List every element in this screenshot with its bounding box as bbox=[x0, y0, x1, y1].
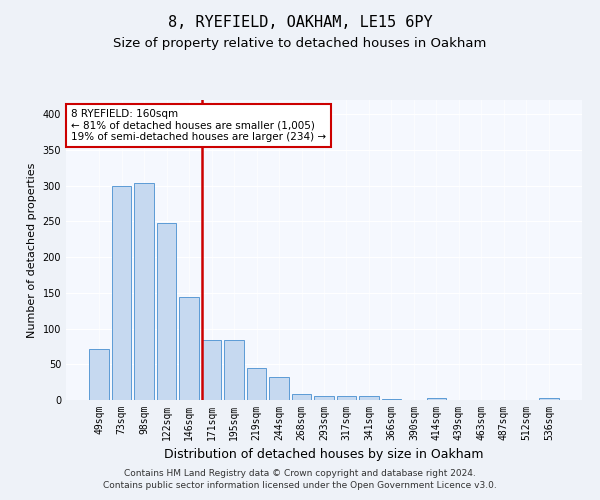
Text: Contains HM Land Registry data © Crown copyright and database right 2024.
Contai: Contains HM Land Registry data © Crown c… bbox=[103, 468, 497, 490]
X-axis label: Distribution of detached houses by size in Oakham: Distribution of detached houses by size … bbox=[164, 448, 484, 462]
Bar bbox=[89, 348, 109, 400]
Text: 8 RYEFIELD: 160sqm
← 81% of detached houses are smaller (1,005)
19% of semi-deta: 8 RYEFIELD: 160sqm ← 81% of detached hou… bbox=[71, 109, 326, 142]
Bar bbox=[269, 377, 289, 400]
Bar bbox=[292, 394, 311, 400]
Bar bbox=[112, 186, 131, 400]
Bar bbox=[359, 396, 379, 400]
Bar bbox=[382, 398, 401, 400]
Bar bbox=[337, 396, 356, 400]
Text: 8, RYEFIELD, OAKHAM, LE15 6PY: 8, RYEFIELD, OAKHAM, LE15 6PY bbox=[167, 15, 433, 30]
Bar bbox=[247, 368, 266, 400]
Bar bbox=[157, 223, 176, 400]
Bar bbox=[539, 398, 559, 400]
Bar bbox=[202, 340, 221, 400]
Bar bbox=[314, 396, 334, 400]
Text: Size of property relative to detached houses in Oakham: Size of property relative to detached ho… bbox=[113, 38, 487, 51]
Bar bbox=[179, 297, 199, 400]
Y-axis label: Number of detached properties: Number of detached properties bbox=[27, 162, 37, 338]
Bar bbox=[224, 340, 244, 400]
Bar bbox=[427, 398, 446, 400]
Bar bbox=[134, 183, 154, 400]
